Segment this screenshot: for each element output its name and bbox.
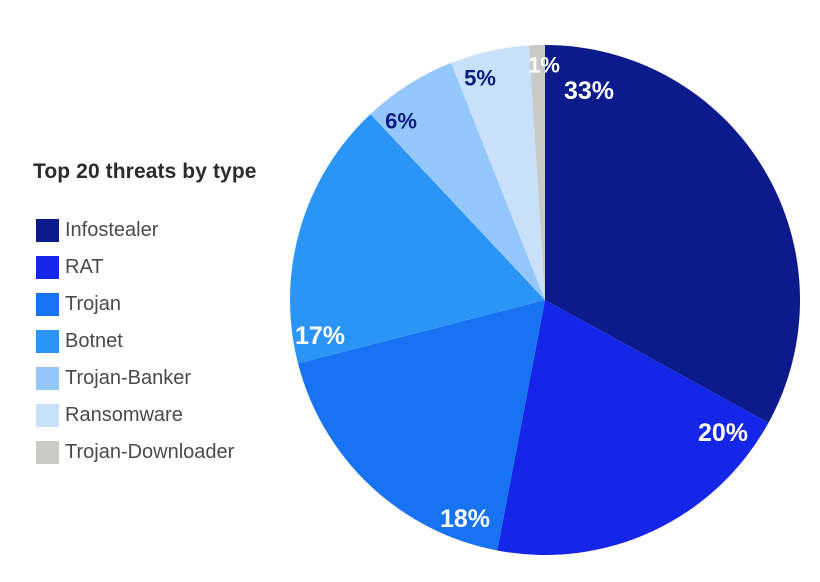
legend-swatch (36, 404, 59, 427)
legend-label: Ransomware (65, 404, 183, 426)
pie-slice-trojan-banker (370, 62, 545, 300)
legend-swatch (36, 330, 59, 353)
legend-item-infostealer: Infostealer (36, 219, 234, 242)
pie-svg: 33% 20% 18% 17% 6% 5% 1% (289, 44, 801, 555)
legend-label: Botnet (65, 330, 123, 352)
legend-item-rat: RAT (36, 256, 234, 279)
legend: Infostealer RAT Trojan Botnet Trojan-Ban… (36, 219, 234, 478)
pie-chart: 33% 20% 18% 17% 6% 5% 1% (289, 44, 801, 555)
legend-label: RAT (65, 256, 104, 278)
pie-slice-ransomware (451, 45, 545, 300)
legend-label: Trojan-Downloader (65, 441, 235, 463)
pie-data-label-trojan: 18% (440, 505, 490, 533)
legend-item-trojan-downloader: Trojan-Downloader (36, 441, 234, 464)
pie-slice-infostealer (545, 45, 801, 423)
legend-swatch (36, 293, 59, 316)
chart-title: Top 20 threats by type (33, 160, 257, 183)
legend-label: Trojan (65, 293, 121, 315)
legend-item-trojan-banker: Trojan-Banker (36, 367, 234, 390)
legend-swatch (36, 256, 59, 279)
legend-item-botnet: Botnet (36, 330, 234, 353)
pie-slice-rat (497, 300, 769, 555)
pie-data-label-botnet: 17% (295, 322, 345, 350)
legend-swatch (36, 441, 59, 464)
legend-swatch (36, 219, 59, 242)
legend-swatch (36, 367, 59, 390)
legend-label: Trojan-Banker (65, 367, 191, 389)
pie-data-label-infostealer: 33% (564, 77, 614, 105)
pie-slice-botnet (289, 114, 545, 364)
pie-slice-trojan-downloader (528, 44, 545, 300)
pie-data-label-trojan-downloader: 1% (528, 53, 560, 78)
pie-data-label-trojan-banker: 6% (385, 109, 417, 134)
legend-item-trojan: Trojan (36, 293, 234, 316)
pie-data-label-rat: 20% (698, 419, 748, 447)
pie-data-label-ransomware: 5% (464, 66, 496, 91)
pie-slice-trojan (298, 300, 545, 551)
legend-label: Infostealer (65, 219, 159, 241)
legend-item-ransomware: Ransomware (36, 404, 234, 427)
